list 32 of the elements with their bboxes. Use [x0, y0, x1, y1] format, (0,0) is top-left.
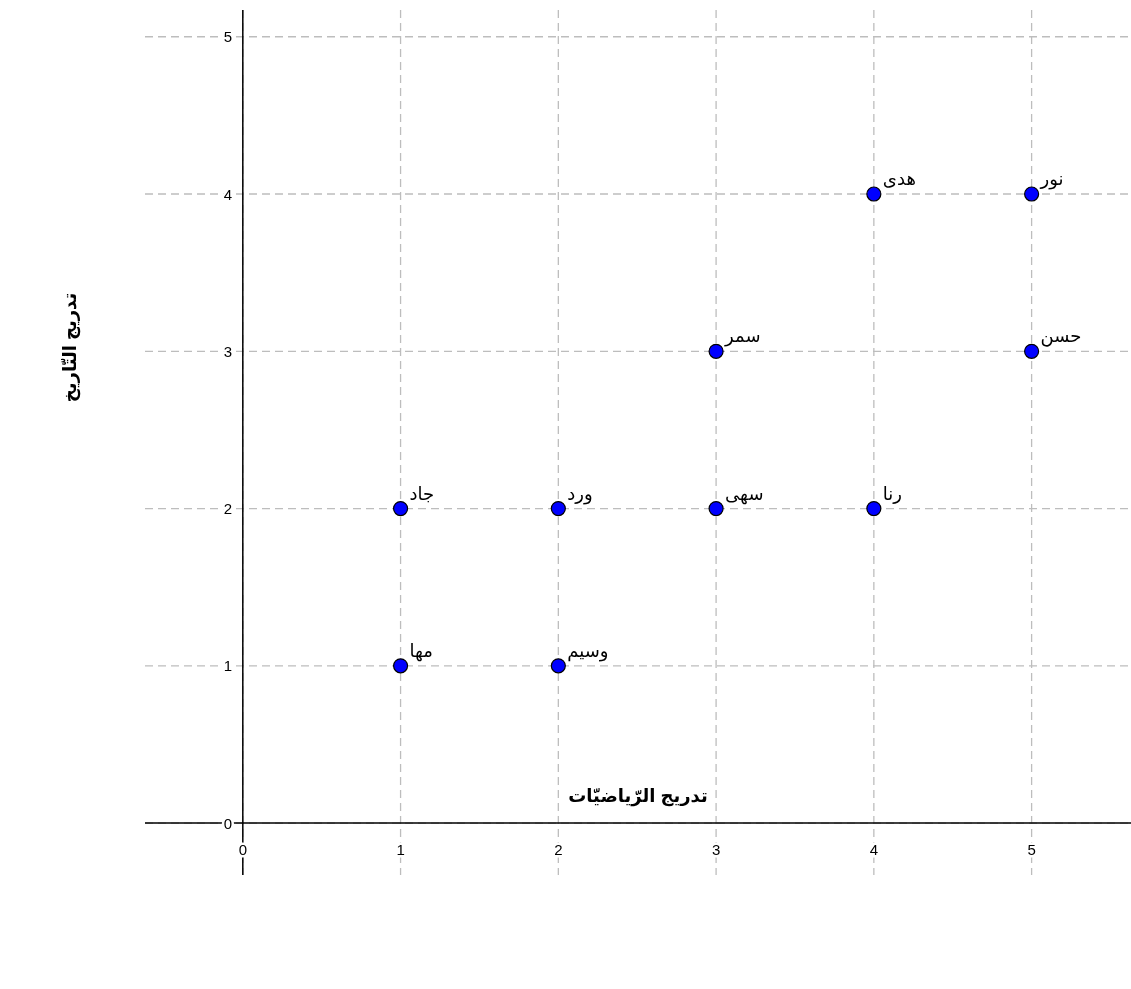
point	[392, 500, 409, 517]
y-tick-label: 2	[223, 500, 232, 518]
point	[708, 500, 724, 517]
x-tick-label: 2	[554, 841, 563, 859]
annotation: نور	[1039, 169, 1064, 191]
annotation: سمر	[724, 326, 761, 348]
y-axis-title: تدريج التّاريخ	[60, 292, 81, 403]
point	[866, 186, 882, 202]
x-tick-label: 1	[396, 841, 405, 859]
x-tick-label: 3	[711, 841, 721, 859]
annotation: هدى	[882, 169, 916, 190]
x-tick-label: 5	[1027, 841, 1036, 859]
point	[1024, 186, 1040, 202]
annotation: مها	[409, 640, 434, 662]
y-tick-label: 5	[223, 28, 232, 46]
point	[1024, 343, 1040, 359]
y-tick-label: 3	[223, 342, 232, 360]
annotation: وسيم	[567, 640, 609, 662]
y-tick-label: 1	[223, 657, 232, 675]
annotation: سهى	[725, 483, 764, 505]
annotation: حسن	[1040, 326, 1082, 348]
point	[866, 500, 882, 517]
x-tick-label: 4	[869, 841, 879, 859]
point	[550, 658, 566, 674]
annotation: رنا	[882, 483, 903, 504]
point	[392, 658, 409, 674]
x-axis-title: تدريج الرّياضيّات	[568, 786, 708, 807]
annotation: جاد	[409, 483, 435, 504]
annotation: ورد	[567, 483, 593, 505]
point	[708, 343, 724, 359]
point	[550, 500, 566, 517]
y-tick-label: 4	[223, 185, 232, 203]
